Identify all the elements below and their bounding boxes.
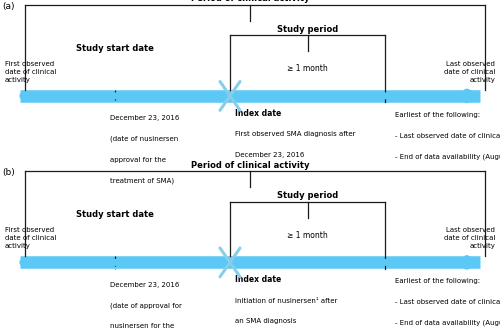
Text: First observed SMA diagnosis after: First observed SMA diagnosis after xyxy=(235,131,356,137)
Text: ≥ 1 month: ≥ 1 month xyxy=(287,64,328,73)
Text: Initiation of nusinersen¹ after: Initiation of nusinersen¹ after xyxy=(235,298,338,304)
Text: (date of nusinersen: (date of nusinersen xyxy=(110,136,178,143)
Text: December 23, 2016: December 23, 2016 xyxy=(235,152,304,158)
Text: (date of approval for: (date of approval for xyxy=(110,302,182,309)
Text: Earliest of the following:: Earliest of the following: xyxy=(395,278,480,284)
Text: Index date: Index date xyxy=(235,275,281,284)
Text: Period of clinical activity: Period of clinical activity xyxy=(191,0,309,3)
Text: First observed
date of clinical
activity: First observed date of clinical activity xyxy=(5,61,57,83)
Text: Last observed
date of clinical
activity: Last observed date of clinical activity xyxy=(444,61,495,83)
Text: (b): (b) xyxy=(2,168,15,177)
Text: Study period: Study period xyxy=(277,191,338,200)
Text: (a): (a) xyxy=(2,2,15,11)
Text: - End of data availability (August 31, 2018): - End of data availability (August 31, 2… xyxy=(395,154,500,160)
Text: - End of data availability (August 31, 2018): - End of data availability (August 31, 2… xyxy=(395,320,500,326)
Text: Last observed
date of clinical
activity: Last observed date of clinical activity xyxy=(444,227,495,249)
Text: nusinersen for the: nusinersen for the xyxy=(110,323,174,329)
Text: Earliest of the following:: Earliest of the following: xyxy=(395,112,480,118)
Text: First observed
date of clinical
activity: First observed date of clinical activity xyxy=(5,227,57,249)
Text: Study period: Study period xyxy=(277,25,338,34)
Text: treatment of SMA): treatment of SMA) xyxy=(110,177,174,184)
Text: December 23, 2016: December 23, 2016 xyxy=(110,115,180,121)
Text: approval for the: approval for the xyxy=(110,157,166,163)
Text: - Last observed date of clinical activity: - Last observed date of clinical activit… xyxy=(395,299,500,305)
Text: Index date: Index date xyxy=(235,109,281,118)
Text: Study start date: Study start date xyxy=(76,210,154,219)
Text: ≥ 1 month: ≥ 1 month xyxy=(287,231,328,240)
Text: Period of clinical activity: Period of clinical activity xyxy=(191,161,309,170)
Text: Study start date: Study start date xyxy=(76,44,154,53)
Text: December 23, 2016: December 23, 2016 xyxy=(110,282,180,288)
Text: an SMA diagnosis: an SMA diagnosis xyxy=(235,318,296,324)
Text: - Last observed date of clinical activity: - Last observed date of clinical activit… xyxy=(395,133,500,139)
